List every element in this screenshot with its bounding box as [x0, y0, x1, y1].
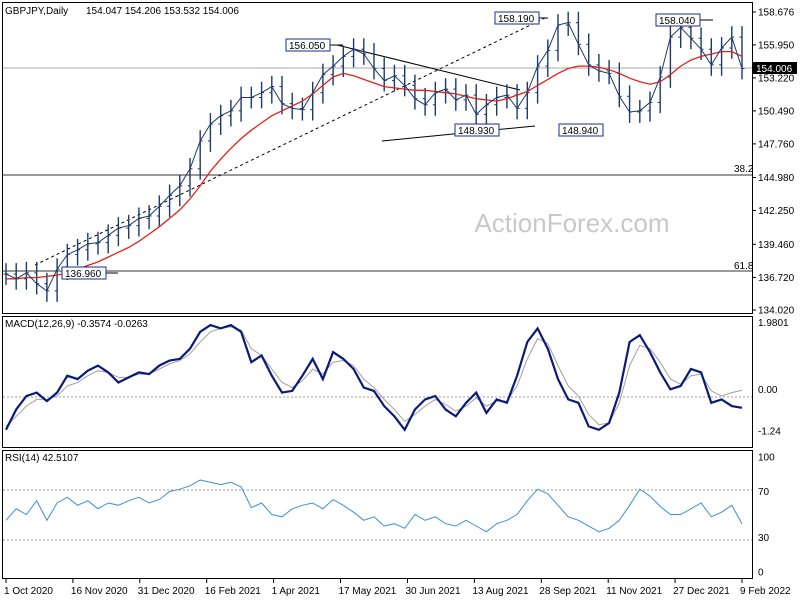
- svg-text:158.190: 158.190: [498, 14, 535, 25]
- date-tick-label: 28 Sep 2021: [539, 586, 596, 597]
- rsi-tick-label: 100: [758, 453, 775, 464]
- date-tick-label: 16 Nov 2020: [71, 586, 128, 597]
- price-tick-label: 150.490: [758, 106, 795, 117]
- date-axis-labels: 1 Oct 2020 16 Nov 2020 31 Dec 2020 16 Feb 2…: [4, 579, 791, 597]
- date-tick-label: 1 Oct 2020: [4, 586, 53, 597]
- date-tick-label: 9 Feb 2022: [740, 586, 791, 597]
- price-axis-labels: 158.676 155.950 153.220 150.490 147.760 144.9…: [752, 8, 795, 317]
- rsi-axis-labels: 100 70 30 0: [758, 453, 775, 579]
- macd-panel: [2, 316, 753, 448]
- macd-title: MACD(12,26,9) -0.3574 -0.0263: [5, 319, 148, 330]
- date-tick-label: 11 Nov 2021: [606, 586, 662, 597]
- macd-tick-label: -1.24: [758, 427, 781, 438]
- svg-text:154.006: 154.006: [756, 64, 793, 75]
- annotation-158190: 158.190: [494, 11, 540, 25]
- price-tick-label: 144.980: [758, 173, 795, 184]
- chart-ohlc: 154.047 154.206 153.532 154.006: [86, 6, 239, 17]
- svg-text:136.960: 136.960: [65, 269, 102, 280]
- price-tick-label: 134.020: [758, 306, 795, 317]
- svg-text:158.040: 158.040: [659, 16, 696, 27]
- rsi-tick-label: 0: [758, 568, 764, 579]
- last-price-tag: 154.006: [753, 62, 797, 75]
- svg-text:156.050: 156.050: [289, 41, 326, 52]
- rsi-tick-label: 70: [758, 487, 770, 498]
- macd-axis-labels: 1.9801 0.00 -1.24: [758, 318, 789, 438]
- date-tick-label: 27 Dec 2021: [673, 586, 730, 597]
- rsi-panel: [2, 450, 753, 579]
- triangle-upper-line: [336, 44, 521, 91]
- rsi-title: RSI(14) 42.5107: [5, 453, 79, 464]
- date-tick-label: 1 Apr 2021: [272, 586, 321, 597]
- annotation-148930: 148.930: [454, 123, 500, 137]
- annotation-148940: 148.940: [558, 123, 604, 137]
- date-tick-label: 16 Feb 2021: [205, 586, 262, 597]
- fib-level-61-label: 61.8: [734, 261, 754, 272]
- date-tick-label: 31 Dec 2020: [138, 586, 195, 597]
- close-price-line: [5, 22, 743, 292]
- date-tick-label: 17 May 2021: [339, 586, 397, 597]
- fib-level-38-label: 38.2: [734, 164, 754, 175]
- svg-text:148.930: 148.930: [458, 126, 495, 137]
- macd-tick-label: 1.9801: [758, 318, 789, 329]
- date-tick-label: 13 Aug 2021: [472, 586, 529, 597]
- price-tick-label: 153.220: [758, 73, 795, 84]
- price-tick-label: 136.720: [758, 273, 795, 284]
- annotation-136960: 136.960: [61, 266, 107, 280]
- price-panel: [2, 2, 753, 314]
- rsi-tick-label: 30: [758, 533, 770, 544]
- macd-tick-label: 0.00: [758, 385, 778, 396]
- price-tick-label: 142.250: [758, 206, 795, 217]
- watermark: ActionForex.com: [474, 208, 669, 238]
- price-tick-label: 147.760: [758, 139, 795, 150]
- chart-symbol: GBPJPY,Daily: [5, 6, 68, 17]
- macd-line: [5, 323, 743, 432]
- annotation-158040: 158.040: [655, 13, 701, 27]
- price-tick-label: 139.460: [758, 240, 795, 251]
- rsi-line: [5, 479, 743, 533]
- annotation-156050: 156.050: [285, 38, 331, 52]
- date-tick-label: 30 Jun 2021: [406, 586, 461, 597]
- price-tick-label: 155.950: [758, 40, 795, 51]
- price-bar: [739, 26, 745, 80]
- svg-text:148.940: 148.940: [562, 126, 599, 137]
- moving-average-line: [6, 50, 743, 280]
- price-tick-label: 158.676: [758, 8, 795, 19]
- rising-trendline: [34, 17, 546, 266]
